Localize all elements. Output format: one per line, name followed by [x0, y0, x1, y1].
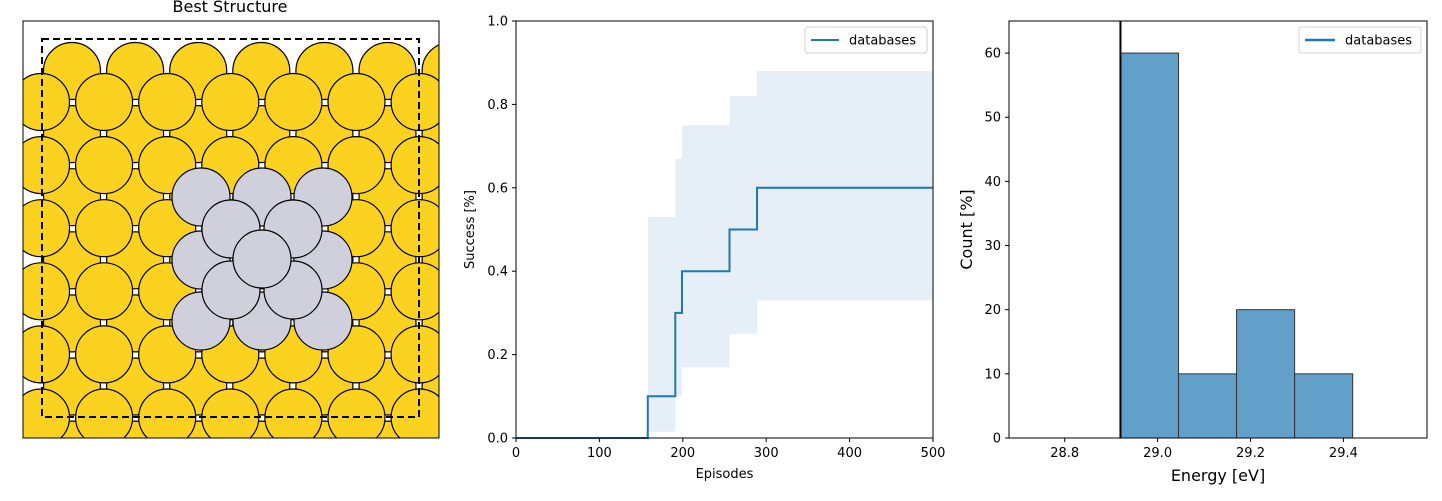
y-tick-label: 20: [984, 303, 1001, 318]
substrate-atom: [74, 72, 134, 132]
substrate-atom: [76, 452, 133, 501]
substrate-atom: [139, 452, 196, 501]
y-tick-label: 1.0: [487, 15, 508, 30]
energy-x-label: Energy [eV]: [1171, 466, 1265, 485]
structure-title: Best Structure: [173, 0, 288, 16]
energy-legend-box: [1298, 26, 1422, 54]
success-y-label: Success [%]: [463, 190, 478, 269]
substrate-atom: [74, 325, 134, 384]
success-plot-frame: [515, 20, 934, 439]
unit-cell-boundary: [41, 38, 420, 418]
y-tick-label: 10: [984, 367, 1001, 382]
x-tick-label: 300: [754, 446, 779, 461]
structure-frame: [22, 20, 440, 439]
histogram-bar: [1294, 373, 1354, 439]
success-chart: 0 100 200 300 400 500 0.0 0.2 0.4 0.6 0.8 1.0 Epis…: [463, 15, 945, 483]
y-tick-label: 60: [984, 47, 1001, 62]
histogram-bar: [1178, 373, 1238, 439]
substrate-atom: [74, 262, 134, 321]
success-line-layer: [516, 186, 933, 439]
energy-legend-label: databases: [1345, 34, 1412, 49]
success-y-ticks: 0.0 0.2 0.4 0.6 0.8 1.0: [487, 15, 516, 447]
substrate-atom: [327, 72, 386, 132]
y-tick-label: 30: [984, 239, 1001, 254]
energy-x-ticks: 28.8 29.0 29.2 29.4: [1050, 438, 1358, 461]
success-line: [516, 186, 933, 439]
histogram-bar: [1236, 309, 1296, 439]
substrate-atom: [138, 72, 197, 132]
x-tick-label: 200: [670, 446, 695, 461]
energy-y-label: Count [%]: [957, 189, 976, 269]
success-x-label: Episodes: [696, 467, 754, 482]
substrate-atom: [201, 72, 260, 132]
y-tick-label: 0.4: [487, 265, 508, 280]
success-legend: databases: [804, 26, 928, 54]
y-tick-label: 0.8: [487, 98, 508, 113]
success-x-ticks: 0 100 200 300 400 500: [512, 438, 946, 461]
x-tick-label: 29.2: [1236, 446, 1265, 461]
success-legend-label: databases: [849, 34, 916, 49]
substrate-atom: [264, 72, 323, 132]
energy-plot-frame: [1008, 20, 1428, 439]
x-tick-label: 0: [512, 446, 520, 461]
energy-histogram: 28.8 29.0 29.2 29.4 0 10 20 30 40 50 60 Energy [e…: [957, 20, 1428, 485]
success-legend-box: [804, 26, 928, 54]
substrate-atom: [74, 199, 134, 258]
substrate-atom: [74, 136, 134, 195]
confidence-band: [647, 71, 933, 432]
x-tick-label: 400: [837, 446, 862, 461]
y-tick-label: 0.0: [487, 432, 508, 447]
substrate-atom: [75, 388, 134, 438]
x-tick-label: 29.0: [1143, 446, 1172, 461]
x-tick-label: 29.4: [1329, 446, 1358, 461]
x-tick-label: 100: [587, 446, 612, 461]
energy-bars-layer: [1119, 52, 1354, 439]
cluster-atom: [232, 229, 292, 289]
y-tick-label: 50: [984, 111, 1001, 126]
x-tick-label: 28.8: [1050, 446, 1079, 461]
histogram-bar: [1119, 52, 1180, 439]
energy-legend: databases: [1298, 26, 1422, 54]
x-tick-label: 500: [921, 446, 946, 461]
substrate-atom: [13, 452, 70, 501]
y-tick-label: 0.6: [487, 181, 508, 196]
y-tick-label: 0: [993, 432, 1001, 447]
substrate-atom: [328, 452, 385, 501]
substrate-atom: [23, 262, 71, 321]
confidence-band-layer: [647, 71, 933, 432]
energy-y-ticks: 0 10 20 30 40 50 60: [984, 47, 1009, 447]
y-tick-label: 0.2: [487, 348, 508, 363]
substrate-atom: [327, 388, 386, 438]
substrate-atom: [391, 452, 448, 501]
substrate-atom: [265, 452, 322, 501]
y-tick-label: 40: [984, 175, 1001, 190]
structure-panel: Best Structure: [13, 0, 448, 501]
substrate-atom: [202, 452, 259, 501]
